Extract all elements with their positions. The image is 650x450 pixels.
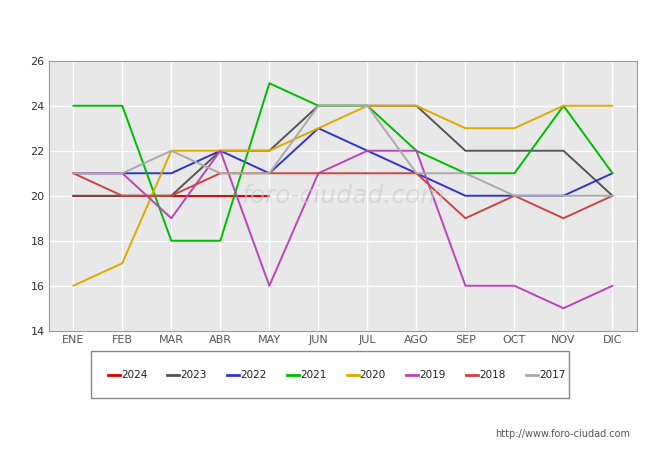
Text: 2023: 2023 xyxy=(181,369,207,380)
Text: 2021: 2021 xyxy=(300,369,326,380)
Text: Afiliados en Colldejou a 31/5/2024: Afiliados en Colldejou a 31/5/2024 xyxy=(166,17,484,36)
Text: foro-ciudad.com: foro-ciudad.com xyxy=(241,184,445,208)
Text: 2019: 2019 xyxy=(419,369,446,380)
Text: 2024: 2024 xyxy=(121,369,148,380)
Text: 2022: 2022 xyxy=(240,369,266,380)
Text: 2018: 2018 xyxy=(479,369,506,380)
Text: 2020: 2020 xyxy=(359,369,386,380)
Text: 2017: 2017 xyxy=(539,369,566,380)
Text: http://www.foro-ciudad.com: http://www.foro-ciudad.com xyxy=(495,429,630,439)
